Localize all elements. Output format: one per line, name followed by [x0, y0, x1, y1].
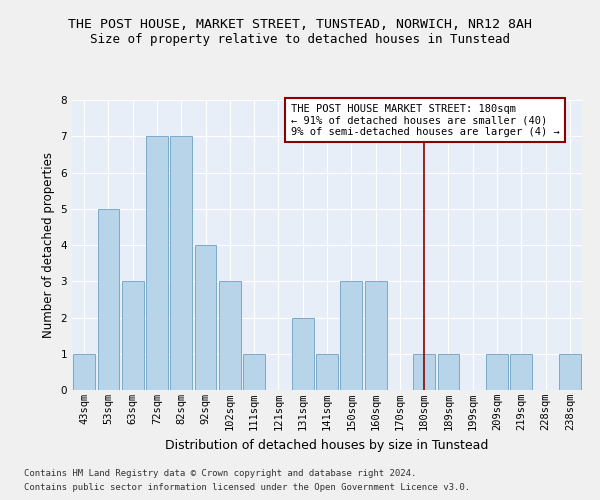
- Bar: [194, 245, 217, 390]
- Bar: [365, 281, 386, 390]
- Bar: [170, 136, 192, 390]
- Bar: [559, 354, 581, 390]
- X-axis label: Distribution of detached houses by size in Tunstead: Distribution of detached houses by size …: [166, 438, 488, 452]
- Bar: [292, 318, 314, 390]
- Bar: [73, 354, 95, 390]
- Bar: [511, 354, 532, 390]
- Bar: [122, 281, 143, 390]
- Text: Contains public sector information licensed under the Open Government Licence v3: Contains public sector information licen…: [24, 484, 470, 492]
- Bar: [219, 281, 241, 390]
- Bar: [243, 354, 265, 390]
- Text: Contains HM Land Registry data © Crown copyright and database right 2024.: Contains HM Land Registry data © Crown c…: [24, 468, 416, 477]
- Text: THE POST HOUSE MARKET STREET: 180sqm
← 91% of detached houses are smaller (40)
9: THE POST HOUSE MARKET STREET: 180sqm ← 9…: [290, 104, 559, 137]
- Bar: [486, 354, 508, 390]
- Text: THE POST HOUSE, MARKET STREET, TUNSTEAD, NORWICH, NR12 8AH: THE POST HOUSE, MARKET STREET, TUNSTEAD,…: [68, 18, 532, 30]
- Bar: [316, 354, 338, 390]
- Bar: [146, 136, 168, 390]
- Bar: [437, 354, 460, 390]
- Y-axis label: Number of detached properties: Number of detached properties: [42, 152, 55, 338]
- Bar: [340, 281, 362, 390]
- Bar: [97, 209, 119, 390]
- Bar: [413, 354, 435, 390]
- Text: Size of property relative to detached houses in Tunstead: Size of property relative to detached ho…: [90, 32, 510, 46]
